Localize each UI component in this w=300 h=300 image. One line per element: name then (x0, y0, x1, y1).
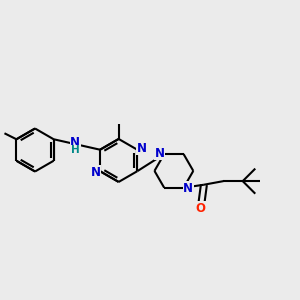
Text: N: N (70, 136, 80, 148)
Text: H: H (71, 146, 80, 155)
Text: N: N (137, 142, 147, 155)
Text: O: O (195, 202, 205, 215)
Text: N: N (91, 166, 100, 179)
Text: N: N (154, 147, 164, 160)
Text: N: N (183, 182, 194, 195)
